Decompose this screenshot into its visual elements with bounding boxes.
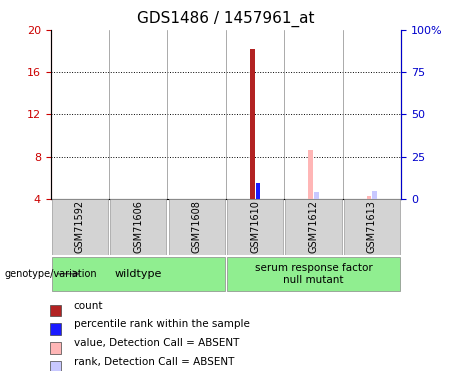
Text: GSM71610: GSM71610	[250, 200, 260, 254]
Bar	[227, 257, 400, 291]
Text: percentile rank within the sample: percentile rank within the sample	[74, 320, 249, 329]
Bar	[372, 191, 377, 199]
Bar	[50, 323, 61, 335]
Bar	[366, 196, 371, 199]
Bar	[52, 199, 108, 255]
Text: genotype/variation: genotype/variation	[5, 269, 97, 279]
Bar	[250, 49, 254, 199]
Bar	[169, 199, 225, 255]
Bar	[52, 257, 225, 291]
Text: GSM71608: GSM71608	[192, 200, 202, 254]
Bar	[50, 342, 61, 354]
Bar	[344, 199, 400, 255]
Text: GSM71612: GSM71612	[308, 200, 319, 254]
Text: GSM71606: GSM71606	[133, 200, 143, 254]
Bar	[285, 199, 342, 255]
Text: wildtype: wildtype	[115, 269, 162, 279]
Bar	[110, 199, 166, 255]
Text: value, Detection Call = ABSENT: value, Detection Call = ABSENT	[74, 338, 239, 348]
Bar	[50, 304, 61, 316]
Text: GSM71613: GSM71613	[367, 200, 377, 254]
Text: GSM71592: GSM71592	[75, 200, 85, 254]
Text: serum response factor
null mutant: serum response factor null mutant	[254, 263, 372, 285]
Bar	[256, 183, 260, 199]
Title: GDS1486 / 1457961_at: GDS1486 / 1457961_at	[137, 11, 315, 27]
Text: count: count	[74, 301, 103, 310]
Bar	[50, 361, 61, 372]
Bar	[314, 192, 319, 199]
Text: rank, Detection Call = ABSENT: rank, Detection Call = ABSENT	[74, 357, 234, 367]
Bar	[308, 150, 313, 199]
Bar	[227, 199, 283, 255]
